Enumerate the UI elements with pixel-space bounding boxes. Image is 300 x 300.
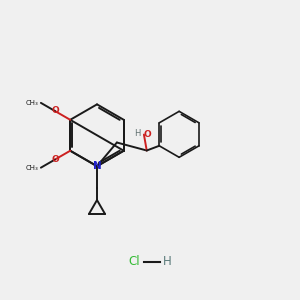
Text: O: O xyxy=(144,130,151,139)
Text: N: N xyxy=(93,161,101,171)
Text: H: H xyxy=(134,130,141,139)
Text: O: O xyxy=(51,106,59,116)
Text: O: O xyxy=(51,155,59,164)
Text: CH₃: CH₃ xyxy=(26,165,38,171)
Text: H: H xyxy=(163,255,172,268)
Text: CH₃: CH₃ xyxy=(26,100,38,106)
Text: Cl: Cl xyxy=(128,255,140,268)
